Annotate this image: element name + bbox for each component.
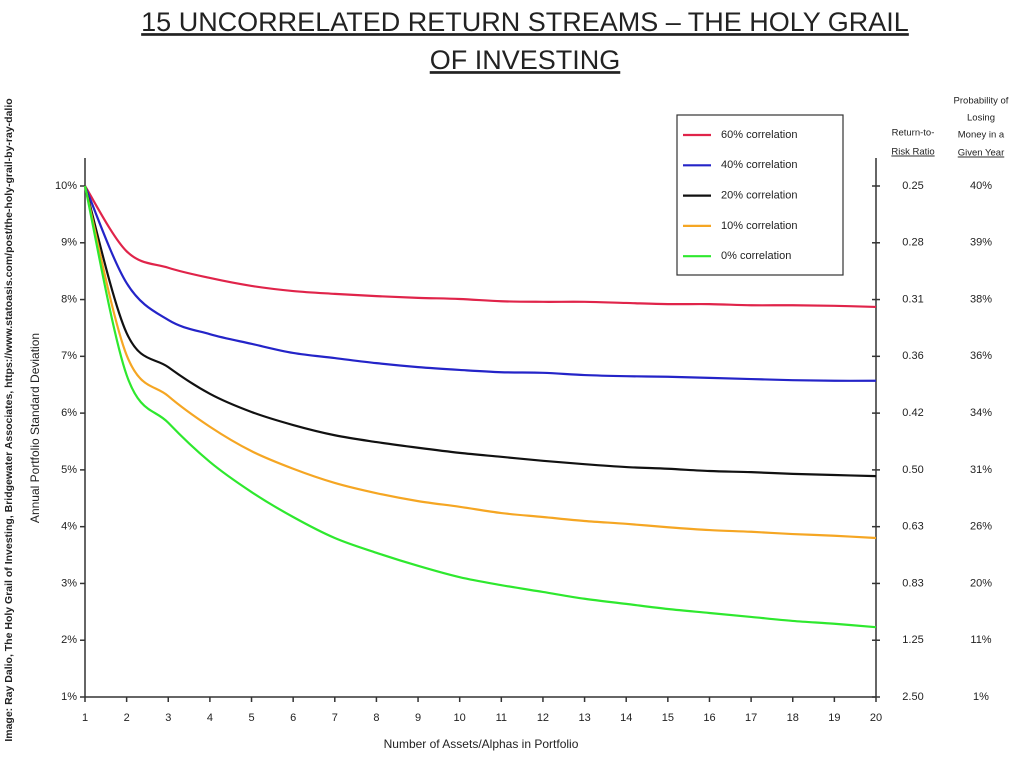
x-tick-label: 12 <box>537 712 549 724</box>
right-tick-label: 0.50 <box>902 464 923 476</box>
x-tick-label: 19 <box>828 712 840 724</box>
x-tick-label: 13 <box>578 712 590 724</box>
column-header: Return-to- <box>892 128 935 139</box>
y-tick-label: 1% <box>61 691 77 703</box>
x-tick-label: 14 <box>620 712 632 724</box>
x-tick-label: 7 <box>332 712 338 724</box>
legend-label: 20% correlation <box>721 190 797 202</box>
y-tick-label: 9% <box>61 237 77 249</box>
series-line <box>83 185 877 382</box>
x-tick-label: 10 <box>454 712 466 724</box>
right-tick-label: 0.36 <box>902 350 923 362</box>
x-tick-label: 8 <box>373 712 379 724</box>
right-tick-label: 39% <box>970 237 992 249</box>
right-tick-label: 31% <box>970 464 992 476</box>
right-tick-label: 1% <box>973 691 989 703</box>
x-tick-label: 9 <box>415 712 421 724</box>
y-tick-label: 6% <box>61 407 77 419</box>
x-tick-label: 20 <box>870 712 882 724</box>
right-tick-label: 0.83 <box>902 577 923 589</box>
series-line <box>83 185 877 478</box>
x-tick-label: 2 <box>124 712 130 724</box>
x-tick-label: 4 <box>207 712 213 724</box>
series-line <box>84 185 877 309</box>
right-tick-label: 20% <box>970 577 992 589</box>
x-tick-label: 17 <box>745 712 757 724</box>
x-tick-label: 3 <box>165 712 171 724</box>
right-tick-label: 11% <box>970 634 991 646</box>
x-tick-label: 18 <box>787 712 799 724</box>
right-tick-label: 26% <box>970 521 992 533</box>
right-tick-label: 36% <box>970 350 992 362</box>
y-tick-label: 10% <box>55 180 77 192</box>
y-tick-label: 3% <box>61 577 77 589</box>
right-tick-label: 40% <box>970 180 992 192</box>
y-tick-label: 4% <box>61 521 77 533</box>
right-tick-label: 34% <box>970 407 992 419</box>
x-tick-label: 16 <box>703 712 715 724</box>
y-axis-label: Annual Portfolio Standard Deviation <box>28 333 42 523</box>
right-tick-label: 2.50 <box>902 691 923 703</box>
right-tick-label: 0.63 <box>902 521 923 533</box>
right-tick-label: 1.25 <box>902 634 923 646</box>
y-tick-label: 5% <box>61 464 77 476</box>
column-header: Probability of <box>954 96 1009 107</box>
x-tick-label: 15 <box>662 712 674 724</box>
y-tick-label: 7% <box>61 350 77 362</box>
column-header: Given Year <box>958 148 1004 159</box>
legend-label: 0% correlation <box>721 250 791 262</box>
x-tick-label: 1 <box>82 712 88 724</box>
x-tick-label: 5 <box>248 712 254 724</box>
x-tick-label: 6 <box>290 712 296 724</box>
legend-label: 10% correlation <box>721 220 797 232</box>
series-line <box>83 185 877 629</box>
chart-title: OF INVESTING <box>430 45 621 75</box>
y-tick-label: 2% <box>61 634 77 646</box>
column-header: Risk Ratio <box>891 147 934 158</box>
column-header: Losing <box>967 113 995 124</box>
series-line <box>83 185 877 540</box>
right-tick-label: 0.31 <box>902 293 923 305</box>
y-tick-label: 8% <box>61 293 77 305</box>
right-tick-label: 0.25 <box>902 180 923 192</box>
chart-title: 15 UNCORRELATED RETURN STREAMS – THE HOL… <box>141 7 909 37</box>
right-tick-label: 0.28 <box>902 237 923 249</box>
right-tick-label: 0.42 <box>902 407 923 419</box>
column-header: Money in a <box>958 130 1005 141</box>
source-note: Image: Ray Dalio, The Holy Grail of Inve… <box>3 98 15 741</box>
x-axis-label: Number of Assets/Alphas in Portfolio <box>384 737 579 751</box>
x-tick-label: 11 <box>496 712 507 724</box>
legend-label: 40% correlation <box>721 159 797 171</box>
right-tick-label: 38% <box>970 293 992 305</box>
legend-label: 60% correlation <box>721 129 797 141</box>
